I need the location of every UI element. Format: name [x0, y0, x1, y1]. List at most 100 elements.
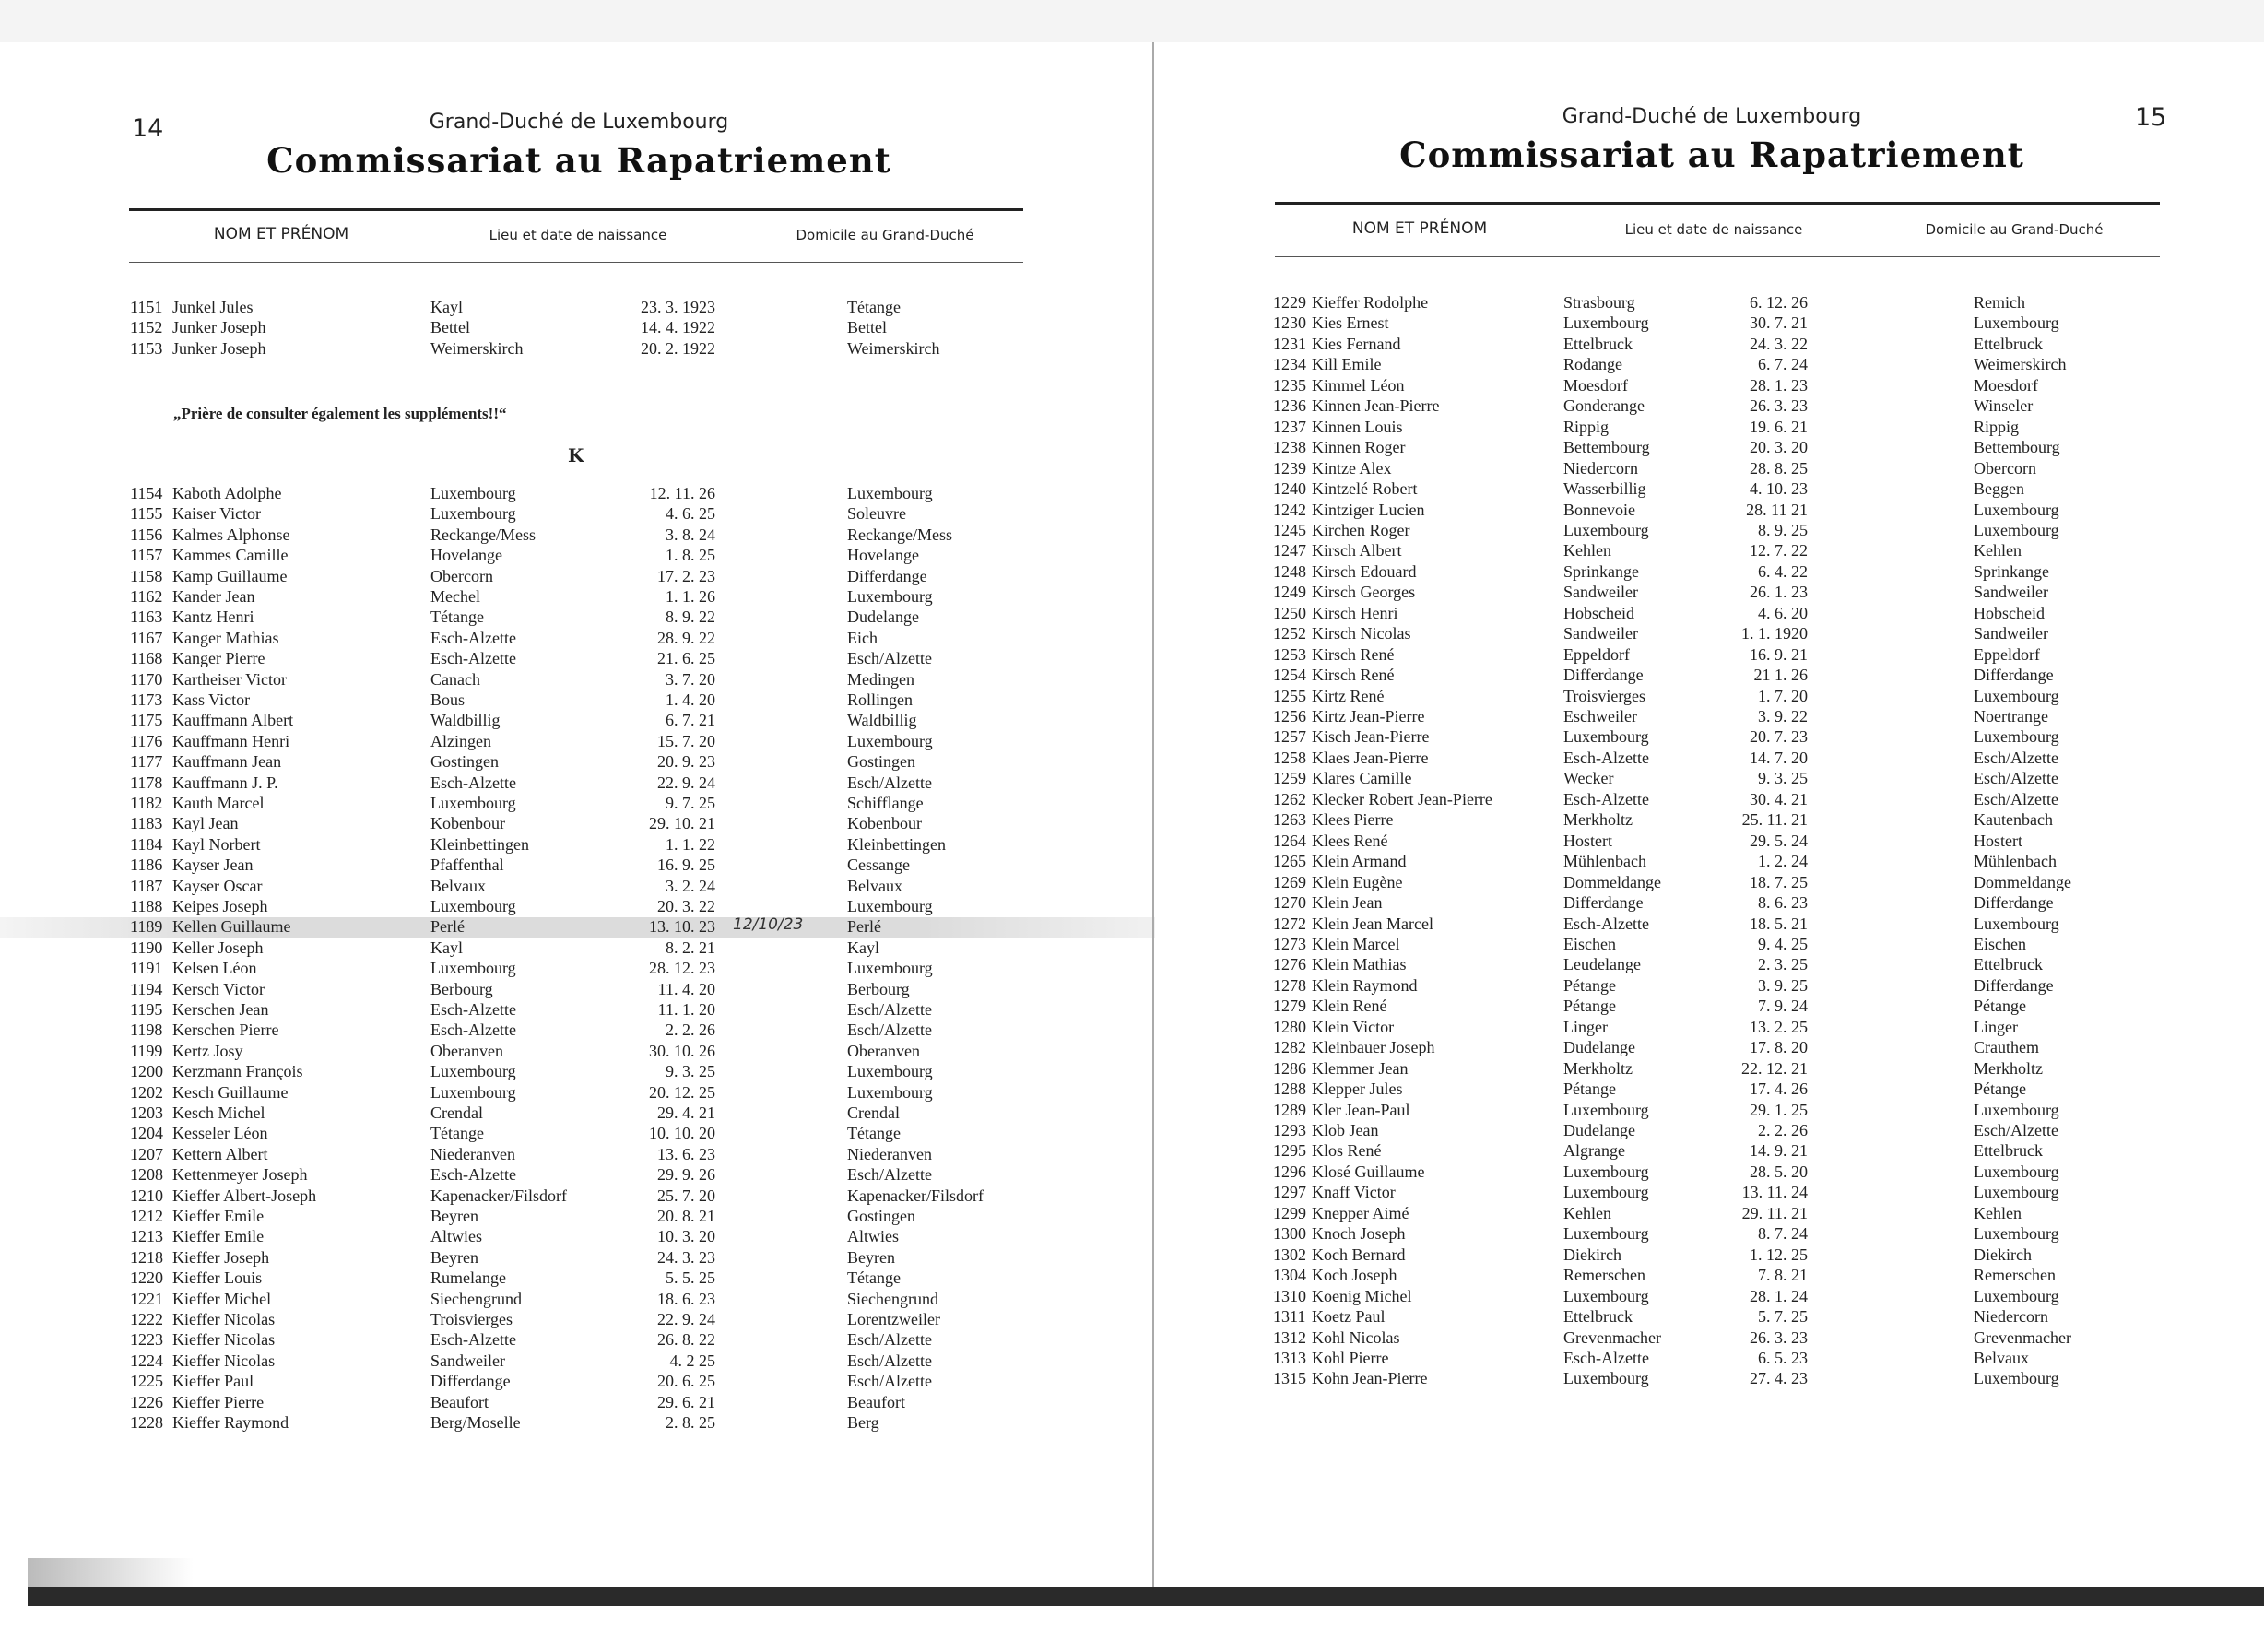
birth-date: 9. 4. 25: [1758, 934, 1808, 953]
entry-number: 1157: [130, 546, 163, 565]
birth-date: 18. 7. 25: [1750, 872, 1808, 891]
birthplace: Bettel: [430, 318, 470, 337]
birthplace: Hostert: [1563, 831, 1612, 850]
person-name: Kaboth Adolphe: [172, 484, 282, 502]
birthplace: Wasserbillig: [1563, 479, 1646, 499]
person-name: Klein Jean Marcel: [1312, 914, 1433, 933]
person-name: Kammes Camille: [172, 546, 289, 565]
birthplace: Luxembourg: [430, 959, 516, 978]
domicile: Esch/Alzette: [847, 1372, 932, 1391]
domicile: Gostingen: [847, 752, 915, 772]
birthplace: Esch-Alzette: [430, 1021, 516, 1040]
birth-date: 26. 3. 23: [1750, 396, 1808, 416]
birth-date: 25. 7. 20: [657, 1186, 715, 1205]
birthplace: Eppeldorf: [1563, 644, 1630, 664]
entry-number: 1293: [1273, 1121, 1306, 1139]
birthplace: Esch-Alzette: [430, 773, 516, 792]
birth-date: 12. 7. 22: [1750, 541, 1808, 560]
domicile: Tétange: [847, 298, 901, 316]
birth-date: 13. 2. 25: [1750, 1017, 1808, 1036]
person-name: Keipes Joseph: [172, 897, 268, 915]
domicile: Luxembourg: [847, 959, 933, 978]
domicile: Rollingen: [847, 690, 913, 709]
birthplace: Esch-Alzette: [430, 1000, 516, 1019]
domicile: Esch/Alzette: [847, 1021, 932, 1040]
domicile: Tétange: [847, 1268, 901, 1288]
domicile: Luxembourg: [1974, 1286, 2059, 1305]
entry-number: 1312: [1273, 1328, 1306, 1347]
domicile: Luxembourg: [1974, 1162, 2059, 1181]
entry-number: 1239: [1273, 458, 1306, 478]
table-row: 1156 Kalmes Alphonse Reckange/Mess 3. 8. 24…: [0, 525, 1155, 546]
birth-date: 22. 9. 24: [657, 1310, 715, 1328]
birthplace: Kobenbour: [430, 814, 505, 833]
entry-number: 1177: [130, 752, 163, 772]
entry-number: 1194: [130, 979, 163, 998]
birthplace: Wecker: [1563, 769, 1614, 788]
entry-number: 1286: [1273, 1058, 1306, 1078]
birthplace: Kehlen: [1563, 541, 1611, 560]
birthplace: Troisvierges: [1563, 686, 1646, 705]
table-row: 1235 Kimmel Léon Moesdorf 28. 1. 23 Moesdorf: [1155, 376, 2264, 396]
birth-date: 24. 3. 22: [1750, 334, 1808, 353]
person-name: Kleinbauer Joseph: [1312, 1038, 1435, 1057]
birthplace: Esch-Alzette: [430, 1165, 516, 1185]
birth-date: 1. 7. 20: [1758, 686, 1808, 705]
birth-date: 6. 7. 21: [666, 711, 715, 730]
entry-number: 1288: [1273, 1080, 1306, 1099]
table-row: 1168 Kanger Pierre Esch-Alzette 21. 6. 25 Es…: [0, 649, 1155, 669]
table-row: 1182 Kauth Marcel Luxembourg 9. 7. 25 Schiff…: [0, 794, 1155, 814]
birth-date: 7. 9. 24: [1758, 997, 1808, 1016]
entry-number: 1200: [130, 1062, 163, 1081]
birth-date: 21. 6. 25: [657, 649, 715, 668]
entry-number: 1222: [130, 1310, 163, 1328]
table-row: 1289 Kler Jean-Paul Luxembourg 29. 1. 25 Lux…: [1155, 1101, 2264, 1121]
table-row: 1222 Kieffer Nicolas Troisvierges 22. 9. 24…: [0, 1310, 1155, 1330]
entry-number: 1255: [1273, 686, 1306, 705]
birthplace: Luxembourg: [430, 1082, 516, 1102]
domicile: Luxembourg: [847, 731, 933, 750]
entry-number: 1152: [130, 318, 163, 337]
domicile: Cessange: [847, 856, 910, 875]
domicile: Oberanven: [847, 1041, 920, 1060]
birthplace: Luxembourg: [1563, 1162, 1649, 1181]
person-name: Kirsch Nicolas: [1312, 624, 1411, 643]
birth-date: 1. 12. 25: [1750, 1245, 1808, 1264]
birthplace: Niederanven: [430, 1144, 515, 1163]
table-row: 1218 Kieffer Joseph Beyren 24. 3. 23 Beyren: [0, 1248, 1155, 1268]
person-name: Kaiser Victor: [172, 504, 262, 524]
person-name: Kieffer Nicolas: [172, 1310, 276, 1328]
birth-date: 20. 2. 1922: [641, 338, 715, 358]
domicile: Sandweiler: [1974, 624, 2048, 643]
person-name: Koenig Michel: [1312, 1286, 1412, 1305]
table-row: 1178 Kauffmann J. P. Esch-Alzette 22. 9. 24…: [0, 773, 1155, 794]
domicile: Bettembourg: [1974, 438, 2060, 457]
birth-date: 6. 5. 23: [1758, 1348, 1808, 1367]
birthplace: Luxembourg: [1563, 1286, 1649, 1305]
domicile: Kapenacker/Filsdorf: [847, 1186, 984, 1205]
person-name: Kieffer Nicolas: [172, 1330, 276, 1350]
domicile: Luxembourg: [1974, 500, 2059, 519]
person-name: Klemmer Jean: [1312, 1058, 1409, 1078]
entry-number: 1202: [130, 1082, 163, 1102]
domicile: Pétange: [1974, 997, 2026, 1016]
birth-date: 14. 7. 20: [1750, 748, 1808, 767]
person-name: Kelsen Léon: [172, 959, 257, 978]
birth-date: 14. 9. 21: [1750, 1141, 1808, 1161]
birthplace: Obercorn: [430, 566, 493, 585]
table-row: 1228 Kieffer Raymond Berg/Moselle 2. 8. 25 B…: [0, 1413, 1155, 1434]
entry-number: 1278: [1273, 975, 1306, 995]
birth-date: 11. 4. 20: [657, 979, 715, 998]
table-row: 1177 Kauffmann Jean Gostingen 20. 9. 23 Gost…: [0, 752, 1155, 773]
domicile: Luxembourg: [847, 1082, 933, 1102]
table-row: 1195 Kerschen Jean Esch-Alzette 11. 1. 20 Es…: [0, 1000, 1155, 1021]
domicile: Siechengrund: [847, 1289, 938, 1308]
birth-date: 8. 7. 24: [1758, 1224, 1808, 1244]
entry-number: 1228: [130, 1413, 163, 1432]
birthplace: Dudelange: [1563, 1121, 1635, 1139]
person-name: Kamp Guillaume: [172, 566, 288, 585]
birth-date: 29. 10. 21: [649, 814, 715, 833]
birthplace: Eischen: [1563, 934, 1616, 953]
table-row: 1157 Kammes Camille Hovelange 1. 8. 25 Hovel…: [0, 546, 1155, 566]
person-name: Kersch Victor: [172, 979, 265, 998]
